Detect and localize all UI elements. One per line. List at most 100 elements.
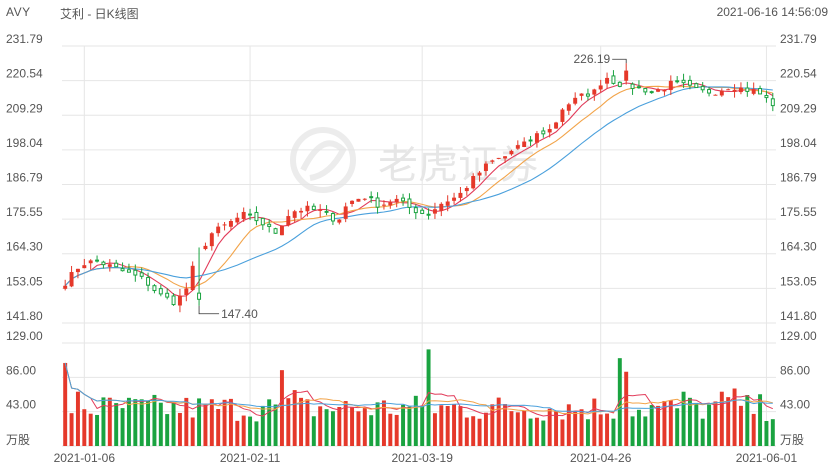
candle <box>452 192 457 205</box>
candle-body <box>579 93 584 96</box>
price-tick-label-right: 164.30 <box>780 240 817 254</box>
candle <box>311 203 316 211</box>
volume-ma20-line <box>64 362 773 413</box>
volume-bar <box>235 420 240 446</box>
candle <box>369 191 374 203</box>
candle <box>694 82 699 89</box>
volume-bar <box>707 404 712 446</box>
high-annotation-leader <box>612 58 627 64</box>
ma10-line <box>64 85 773 289</box>
volume-bar <box>471 416 476 446</box>
candle-body <box>534 133 539 143</box>
candle <box>101 260 106 269</box>
volume-bar <box>95 414 100 446</box>
volume-bar <box>662 400 667 446</box>
volume-bar <box>75 391 80 446</box>
candle <box>598 79 603 93</box>
volume-bar <box>101 397 106 446</box>
candle <box>146 272 151 292</box>
volume-bar <box>292 390 297 446</box>
volume-bar <box>184 397 189 446</box>
candle <box>209 232 214 251</box>
volume-bar <box>356 411 361 446</box>
volume-bar <box>681 391 686 446</box>
candle-body <box>426 213 431 216</box>
candle <box>464 186 469 196</box>
candle-body <box>152 285 157 292</box>
candle-body <box>184 288 189 295</box>
price-tick-label-right: 175.55 <box>780 205 817 219</box>
volume-bar <box>598 414 603 446</box>
candle-body <box>738 87 743 93</box>
date-tick-label: 2021-06-01 <box>736 451 798 465</box>
volume-bar <box>713 401 718 446</box>
candle-body <box>362 198 367 200</box>
candle-body <box>171 295 176 306</box>
candle-body <box>509 150 514 155</box>
volume-bar <box>362 408 367 446</box>
candle <box>318 204 323 218</box>
candle <box>107 259 112 272</box>
candle <box>554 121 559 129</box>
candle <box>719 88 724 97</box>
volume-bar <box>483 412 488 446</box>
price-tick-label-left: 231.79 <box>6 32 43 46</box>
candle-body <box>248 213 253 216</box>
candle <box>483 161 488 176</box>
candle <box>248 208 253 221</box>
candle <box>732 84 737 98</box>
volume-bar <box>375 402 380 446</box>
candle-body <box>88 260 93 264</box>
candle <box>656 87 661 93</box>
volume-tick-label-right: 129.00 <box>780 329 817 343</box>
candle <box>388 199 393 209</box>
candle-body <box>617 81 622 87</box>
candle <box>279 225 284 236</box>
volume-bar <box>605 413 610 446</box>
candle <box>490 159 495 164</box>
price-tick-label-right: 198.04 <box>780 136 817 150</box>
moving-averages <box>64 82 774 297</box>
candle <box>401 193 406 206</box>
candle-body <box>407 198 412 208</box>
volume-bar <box>146 400 151 446</box>
volume-bar <box>216 408 221 446</box>
volume-bar <box>445 406 450 446</box>
candle-body <box>203 245 208 250</box>
candle-body <box>299 210 304 213</box>
candle-body <box>605 77 610 84</box>
volume-bar <box>158 402 163 446</box>
volume-bar <box>177 412 182 446</box>
candle-body <box>216 226 221 234</box>
candle-body <box>394 198 399 203</box>
volume-bar <box>490 404 495 446</box>
volume-bar <box>209 399 214 446</box>
candle-body <box>573 97 578 104</box>
watermark-text: 老虎证券 <box>378 142 538 188</box>
candle <box>439 202 444 217</box>
candle <box>69 265 74 288</box>
candle <box>63 279 68 291</box>
candle-body <box>222 224 227 226</box>
candle-body <box>662 89 667 92</box>
volume-bar <box>407 406 412 446</box>
candle <box>235 212 240 225</box>
volume-bar <box>369 415 374 446</box>
candle-body <box>69 272 74 287</box>
candle-body <box>758 88 763 95</box>
volume-tick-label-right: 86.00 <box>780 363 810 377</box>
volume-bar <box>560 419 565 446</box>
date-tick-label: 2021-04-26 <box>570 451 632 465</box>
candle <box>592 88 597 101</box>
ma5-line <box>64 82 774 297</box>
candle <box>381 200 386 210</box>
candle-body <box>114 262 119 268</box>
candle <box>534 130 539 148</box>
price-tick-label-left: 153.05 <box>6 274 43 288</box>
high-annotation-label: 226.19 <box>573 52 610 66</box>
candle <box>547 124 552 138</box>
candles <box>63 63 775 313</box>
volume-bar <box>585 419 590 446</box>
candle-body <box>668 80 673 91</box>
candle-body <box>343 206 348 219</box>
